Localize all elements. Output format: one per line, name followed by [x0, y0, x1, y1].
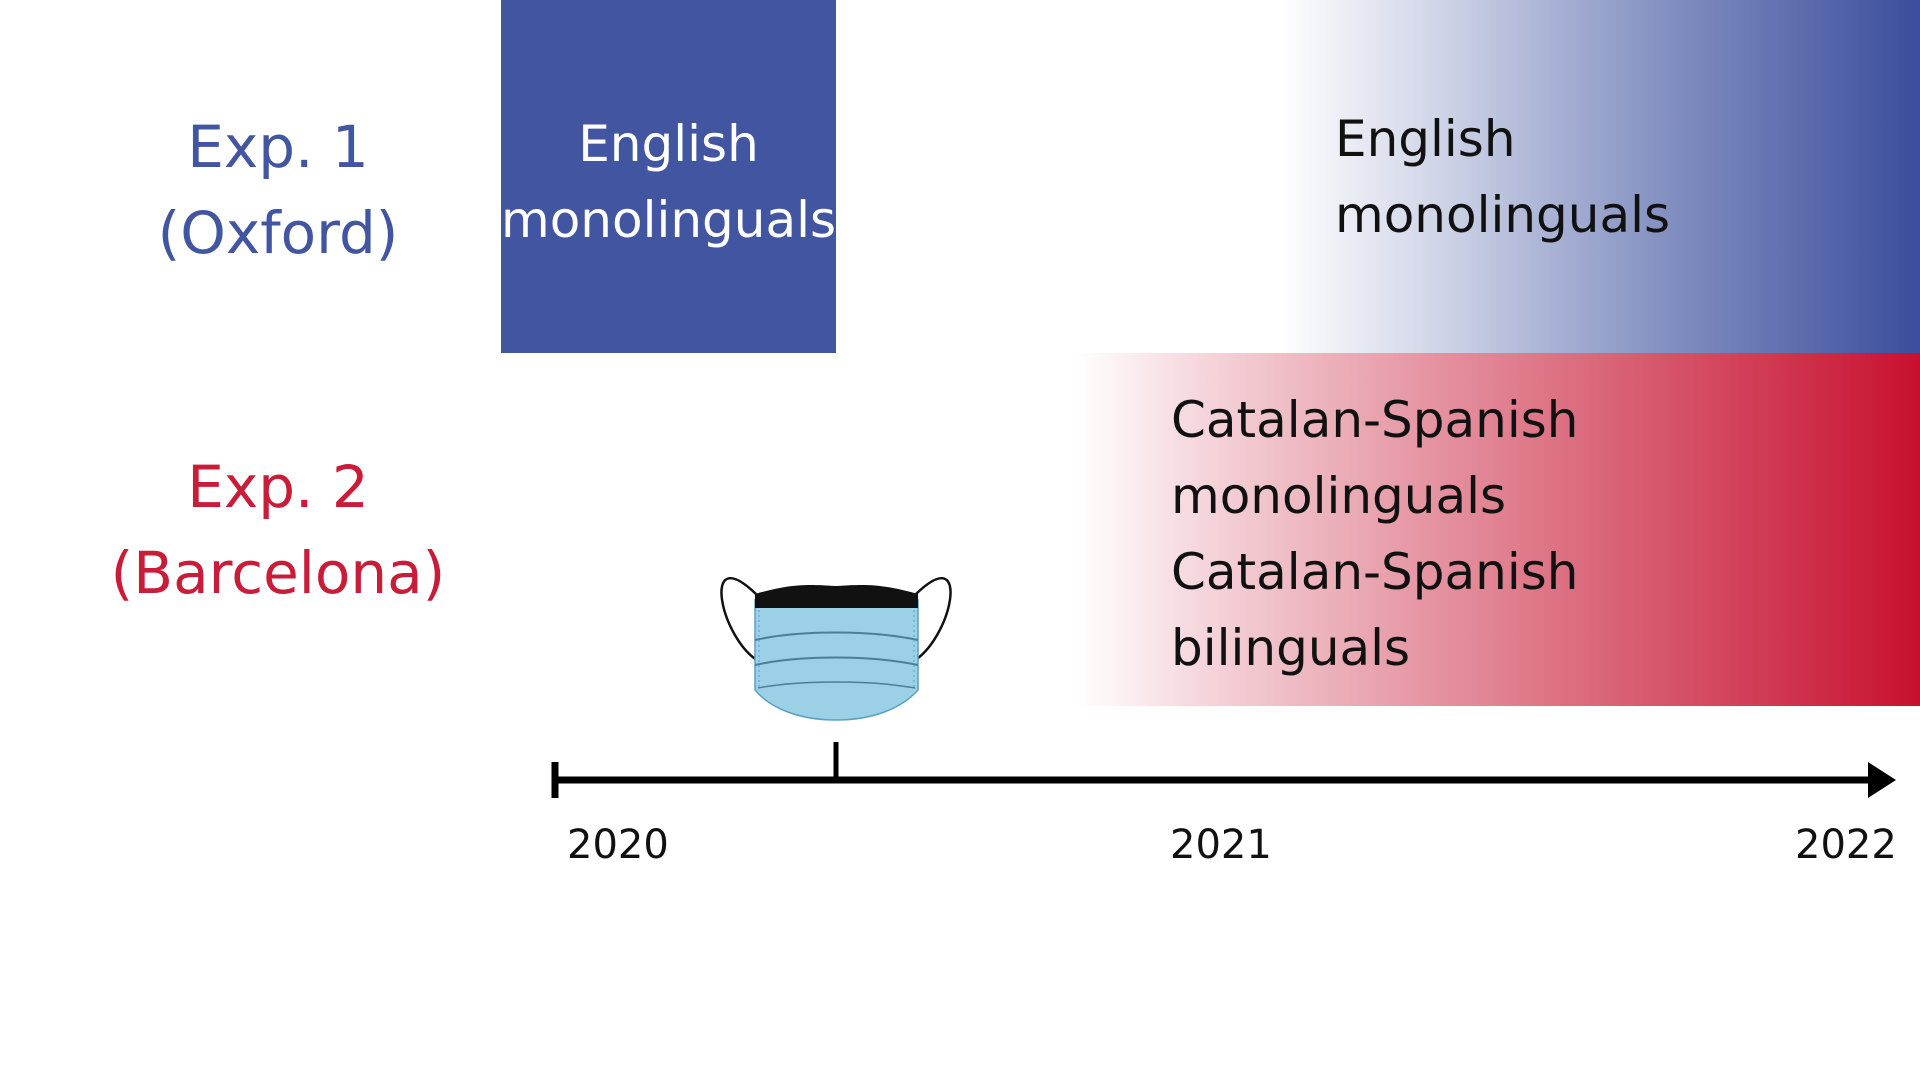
year-label-2021: 2021	[1170, 822, 1272, 868]
exp2-2021-line1: Catalan-Spanish	[1171, 391, 1579, 449]
exp2-2021-line4: bilinguals	[1171, 619, 1411, 677]
face-mask-icon	[720, 577, 952, 721]
exp1-2020-block: English monolinguals	[501, 0, 836, 353]
exp2-2021-block	[1075, 353, 1920, 706]
exp1-2020-line2: monolinguals	[501, 191, 837, 249]
exp1-2021-block: English monolinguals	[1280, 0, 1920, 353]
exp2-2021-line2: monolinguals	[1171, 467, 1507, 525]
exp2-title: Exp. 2	[187, 453, 369, 521]
exp2-location: (Barcelona)	[110, 539, 446, 607]
exp1-2020-line1: English	[578, 115, 759, 173]
year-label-2022: 2022	[1795, 822, 1897, 868]
timeline-arrowhead	[1868, 762, 1896, 798]
exp1-2021-line2: monolinguals	[1335, 186, 1671, 244]
exp1-2020-text: English monolinguals	[501, 106, 836, 258]
year-label-2020: 2020	[567, 822, 669, 868]
exp1-location: (Oxford)	[157, 199, 399, 267]
exp1-title: Exp. 1	[187, 113, 369, 181]
exp1-2021-text: English monolinguals	[1335, 101, 1670, 253]
exp2-label: Exp. 2 (Barcelona)	[48, 444, 508, 616]
exp2-2021-text: Catalan-Spanish monolinguals Catalan-Spa…	[1171, 382, 1579, 686]
exp1-label: Exp. 1 (Oxford)	[48, 104, 508, 276]
exp2-2021-line3: Catalan-Spanish	[1171, 543, 1579, 601]
exp1-2021-line1: English	[1335, 110, 1516, 168]
